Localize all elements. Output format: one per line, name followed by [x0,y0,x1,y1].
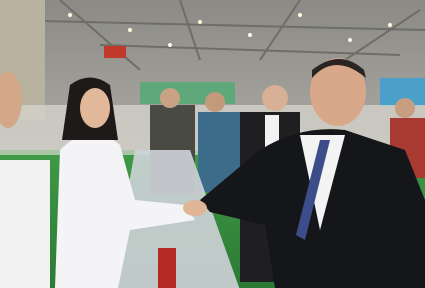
page [0,0,425,288]
woman-face [80,88,110,128]
left-person [0,160,50,288]
handshake [183,200,207,216]
red-sign [104,46,126,58]
red-cup [158,248,176,288]
photo [0,0,425,288]
